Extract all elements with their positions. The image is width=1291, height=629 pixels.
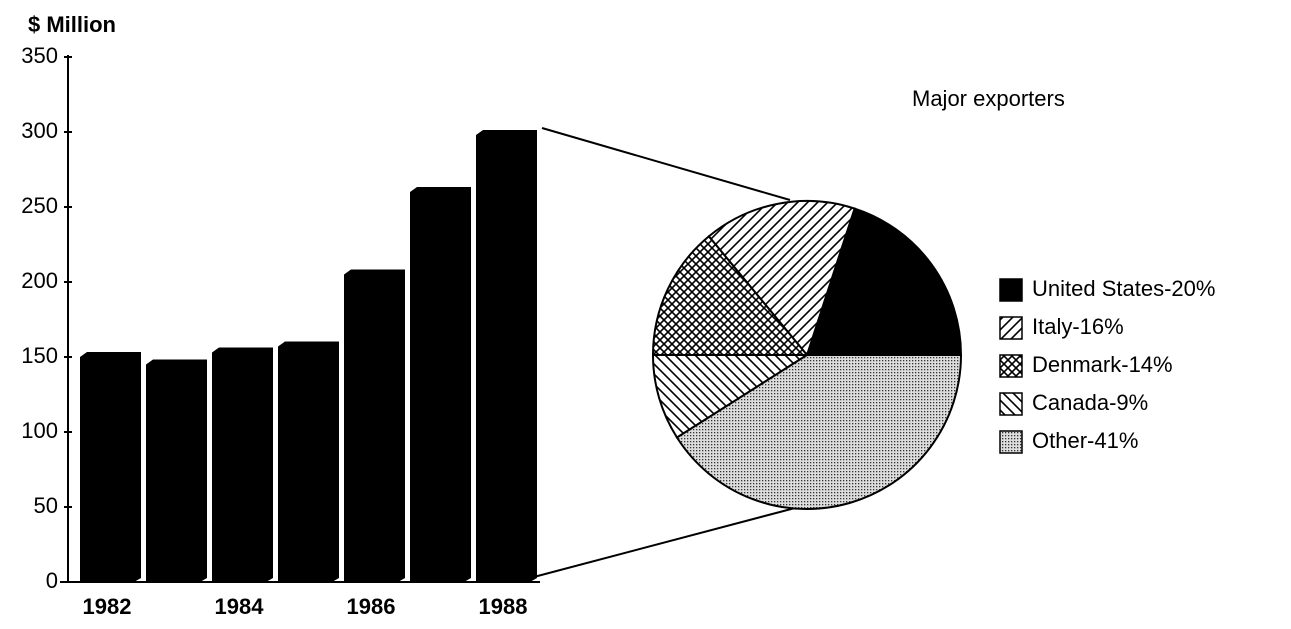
bar	[278, 346, 332, 582]
bar-depth	[410, 187, 471, 582]
y-tick-label: 300	[21, 118, 58, 143]
bar-depth	[146, 359, 207, 582]
bar-depth	[212, 347, 273, 582]
legend-label: Denmark-14%	[1032, 352, 1173, 377]
legend-swatch	[999, 392, 1023, 416]
pie-slice	[675, 354, 963, 510]
x-tick-label: 1988	[479, 594, 528, 619]
y-tick-label: 150	[21, 343, 58, 368]
zoom-line	[529, 507, 796, 579]
pie-slice	[805, 207, 963, 356]
bar	[212, 352, 266, 582]
legend-label: Canada-9%	[1032, 390, 1148, 415]
x-tick-label: 1982	[83, 594, 132, 619]
bar-depth	[80, 352, 141, 582]
bar	[146, 364, 200, 582]
x-tick-label: 1984	[215, 594, 265, 619]
zoom-line	[541, 127, 791, 201]
legend-label: Other-41%	[1032, 428, 1138, 453]
bar	[476, 135, 530, 582]
bar-depth	[344, 269, 405, 582]
pie-slice	[651, 234, 810, 356]
x-tick-label: 1986	[347, 594, 396, 619]
bar	[80, 357, 134, 582]
y-tick-label: 50	[34, 493, 58, 518]
legend-swatch	[999, 430, 1023, 454]
legend-label: United States-20%	[1032, 276, 1215, 301]
y-axis-label: $ Million	[28, 12, 116, 37]
y-tick-label: 0	[46, 568, 58, 593]
bar	[410, 192, 464, 582]
legend-label: Italy-16%	[1032, 314, 1124, 339]
y-tick-label: 350	[21, 43, 58, 68]
y-tick-label: 250	[21, 193, 58, 218]
bar	[344, 274, 398, 582]
pie-slice	[651, 354, 811, 439]
y-tick-label: 100	[21, 418, 58, 443]
y-tick-label: 200	[21, 268, 58, 293]
legend-swatch	[999, 278, 1023, 302]
legend-swatch	[999, 316, 1023, 340]
bar-depth	[278, 341, 339, 582]
pie-slice	[707, 200, 856, 358]
legend-swatch	[999, 354, 1023, 378]
bar-depth	[476, 130, 537, 582]
pie-title: Major exporters	[912, 86, 1065, 111]
